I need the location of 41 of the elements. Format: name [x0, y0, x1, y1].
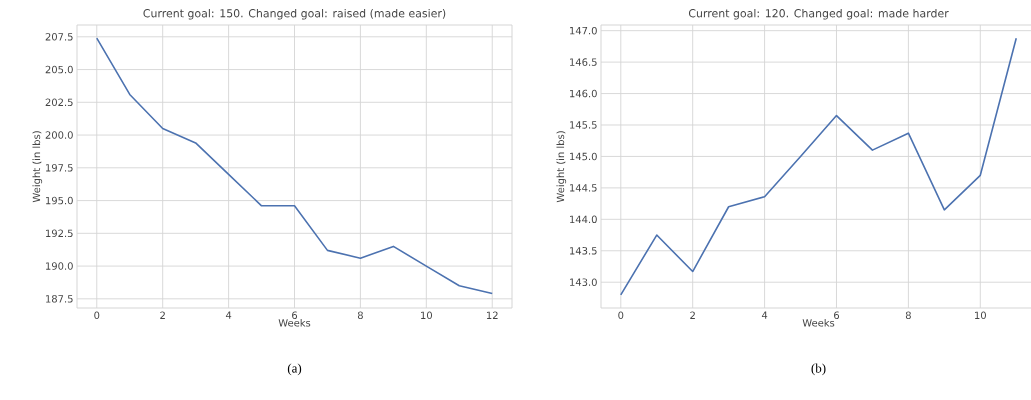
- y-tick-label: 202.5: [45, 98, 73, 107]
- text: (a): [287, 363, 302, 376]
- y-tick-label: 147.0: [570, 26, 597, 35]
- x-tick-label: 12: [486, 311, 498, 319]
- x-tick-label: 6: [834, 311, 840, 320]
- y-tick-label: 143.0: [570, 278, 597, 286]
- x-tick-label: 0: [618, 311, 624, 320]
- x-tick-label: 8: [905, 311, 911, 320]
- x-tick-label: 0: [94, 311, 100, 320]
- y-tick-label: 144.0: [570, 215, 597, 224]
- chart-title: Current goal: 120. Changed goal: made harder: [688, 8, 949, 20]
- x-tick-label: 4: [761, 311, 768, 319]
- x-tick-label: 2: [690, 311, 695, 319]
- y-tick-label: 190.0: [46, 262, 73, 270]
- y-tick-label: 146.5: [570, 58, 597, 66]
- x-tick-label: 4: [225, 311, 232, 319]
- x-tick-label: 6: [292, 311, 298, 320]
- y-tick-label: 187.5: [46, 295, 73, 303]
- x-tick-label: 10: [975, 311, 986, 320]
- y-tick-label: 146.0: [570, 89, 597, 98]
- x-axis-title: Weeks: [278, 318, 311, 327]
- line-series: [95, 37, 494, 295]
- y-tick-label: 205.0: [45, 65, 73, 74]
- y-tick-label: 145.0: [570, 152, 597, 161]
- y-tick-label: 145.5: [570, 121, 597, 129]
- line-series: [619, 37, 1018, 296]
- y-tick-label: 200.0: [45, 131, 73, 139]
- y-tick-label: 143.5: [570, 246, 597, 255]
- x-tick-label: 2: [160, 311, 165, 319]
- y-tick-label: 192.5: [46, 229, 73, 238]
- text: (b): [811, 363, 826, 376]
- x-tick-label: 10: [421, 311, 433, 320]
- chart-title: Current goal: 150. Changed goal: raised (made easier): [143, 8, 446, 20]
- y-axis-title: Weight (in lbs): [32, 131, 43, 203]
- y-tick-label: 195.0: [46, 196, 73, 205]
- x-tick-label: 8: [357, 311, 363, 320]
- y-axis-title: Weight (in lbs): [556, 131, 567, 203]
- y-tick-label: 144.5: [570, 184, 597, 192]
- x-axis-title: Weeks: [802, 318, 835, 327]
- y-tick-label: 197.5: [46, 164, 73, 172]
- y-tick-label: 207.5: [45, 33, 73, 41]
